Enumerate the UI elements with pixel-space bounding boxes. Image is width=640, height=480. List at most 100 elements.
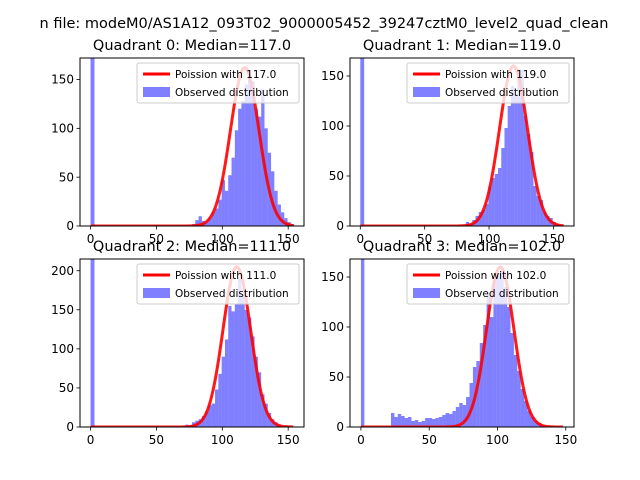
histogram-bar bbox=[431, 419, 436, 427]
legend-bar-swatch bbox=[413, 87, 440, 97]
legend-label-observed: Observed distribution bbox=[175, 87, 289, 99]
histogram-bar bbox=[491, 178, 495, 226]
histogram-bar bbox=[459, 403, 463, 427]
histogram-bar bbox=[498, 168, 502, 226]
histogram-bar bbox=[238, 278, 242, 427]
histogram-bar bbox=[490, 317, 494, 427]
histogram-bar bbox=[435, 418, 439, 427]
histogram-bar bbox=[231, 157, 235, 226]
legend-label-poisson: Poission with 111.0 bbox=[175, 270, 276, 282]
histogram-bars bbox=[90, 259, 281, 427]
histogram-bar bbox=[520, 70, 524, 226]
legend-bar-swatch bbox=[143, 288, 170, 298]
y-tick-label: 0 bbox=[66, 219, 74, 233]
quadrant-2-panel: 0 50 100 150 0 50 100 150 200 Quadrant 2: Median=… bbox=[51, 239, 305, 447]
histogram-bar bbox=[449, 414, 453, 427]
legend-box bbox=[406, 62, 570, 104]
histogram-bar bbox=[493, 277, 497, 427]
histogram-bar bbox=[261, 394, 265, 427]
legend-label-poisson: Poission with 102.0 bbox=[445, 270, 546, 282]
histogram-bar bbox=[514, 94, 518, 226]
histogram-bar bbox=[513, 355, 518, 427]
y-tick-label: 150 bbox=[321, 69, 344, 83]
x-tick-label: 150 bbox=[277, 433, 300, 447]
axes-frame bbox=[349, 258, 575, 428]
histogram-bar bbox=[244, 84, 248, 226]
legend-label-observed: Observed distribution bbox=[445, 87, 559, 99]
x-tick-label: 100 bbox=[211, 433, 234, 447]
x-tick-label: 100 bbox=[478, 232, 501, 246]
legend-label-observed: Observed distribution bbox=[175, 288, 289, 300]
legend: Poission with 102.0 Observed distribution bbox=[406, 263, 570, 305]
histogram-bar bbox=[90, 259, 95, 427]
legend-bar-swatch bbox=[143, 87, 170, 97]
histogram-bar bbox=[500, 271, 504, 427]
y-tick-label: 150 bbox=[51, 73, 74, 87]
histogram-bar bbox=[504, 128, 508, 226]
histogram-bar bbox=[205, 411, 209, 427]
histogram-bar bbox=[428, 418, 432, 427]
histogram-bar bbox=[211, 403, 216, 427]
axes-frame bbox=[79, 258, 305, 428]
x-tick-label: 150 bbox=[554, 433, 577, 447]
histogram-bar bbox=[394, 417, 398, 427]
histogram-bar bbox=[228, 175, 232, 226]
y-tick-label: 0 bbox=[66, 420, 74, 434]
x-tick-label: 50 bbox=[417, 232, 432, 246]
histogram-bar bbox=[408, 417, 412, 427]
panel-title: Quadrant 2: Median=111.0 bbox=[93, 239, 291, 255]
y-tick-label: 50 bbox=[59, 381, 74, 395]
panel-title: Quadrant 0: Median=117.0 bbox=[93, 38, 291, 54]
histogram-bar bbox=[418, 422, 422, 427]
y-tick-label: 100 bbox=[321, 119, 344, 133]
histogram-bar bbox=[476, 361, 480, 427]
x-tick-label: 0 bbox=[357, 433, 365, 447]
x-tick-label: 50 bbox=[149, 433, 164, 447]
legend-label-observed: Observed distribution bbox=[445, 288, 559, 300]
histogram-bar bbox=[208, 405, 212, 427]
y-tick-label: 100 bbox=[321, 320, 344, 334]
histogram-bar bbox=[390, 413, 395, 427]
legend-label-poisson: Poission with 117.0 bbox=[175, 69, 276, 81]
histogram-bar bbox=[244, 309, 248, 427]
y-tick-label: 150 bbox=[321, 270, 344, 284]
histogram-bar bbox=[267, 412, 272, 427]
histogram-bar bbox=[455, 407, 460, 427]
histogram-bar bbox=[501, 148, 505, 226]
histogram-bar bbox=[481, 210, 486, 226]
histogram-bar bbox=[238, 108, 242, 226]
subplot-grid: 0 50 100 150 0 50 100 150 Quadrant 0: Median=117… bbox=[51, 38, 577, 447]
histogram-bar bbox=[483, 325, 487, 427]
x-tick-label: 0 bbox=[87, 232, 95, 246]
histogram-bar bbox=[241, 100, 245, 226]
histogram-bar bbox=[397, 414, 402, 427]
panel-title: Quadrant 3: Median=102.0 bbox=[363, 239, 561, 255]
histogram-bar bbox=[224, 190, 229, 226]
histogram-bar bbox=[215, 389, 219, 427]
legend: Poission with 117.0 Observed distribution bbox=[136, 62, 300, 104]
legend: Poission with 119.0 Observed distribution bbox=[406, 62, 570, 104]
histogram-bar bbox=[539, 200, 544, 226]
histogram-bar bbox=[523, 116, 528, 226]
histogram-bar bbox=[201, 416, 206, 427]
histogram-bar bbox=[215, 208, 219, 226]
histogram-bar bbox=[221, 180, 225, 226]
histogram-bar bbox=[527, 134, 531, 226]
legend-label-poisson: Poission with 119.0 bbox=[445, 69, 546, 81]
histogram-bar bbox=[462, 405, 467, 427]
poisson-curve bbox=[90, 265, 294, 427]
poisson-curve bbox=[360, 265, 564, 427]
histogram-bar bbox=[507, 307, 511, 427]
histogram-bar bbox=[530, 152, 534, 226]
histogram-bar bbox=[254, 356, 258, 427]
histogram-bar bbox=[251, 81, 255, 226]
histogram-bar bbox=[479, 343, 484, 427]
histogram-bar bbox=[224, 339, 229, 427]
histogram-bar bbox=[205, 222, 209, 226]
histogram-bar bbox=[507, 106, 511, 226]
histogram-bar bbox=[241, 295, 245, 427]
histogram-bar bbox=[452, 411, 456, 427]
y-tick-label: 100 bbox=[51, 342, 74, 356]
x-tick-label: 150 bbox=[542, 232, 565, 246]
